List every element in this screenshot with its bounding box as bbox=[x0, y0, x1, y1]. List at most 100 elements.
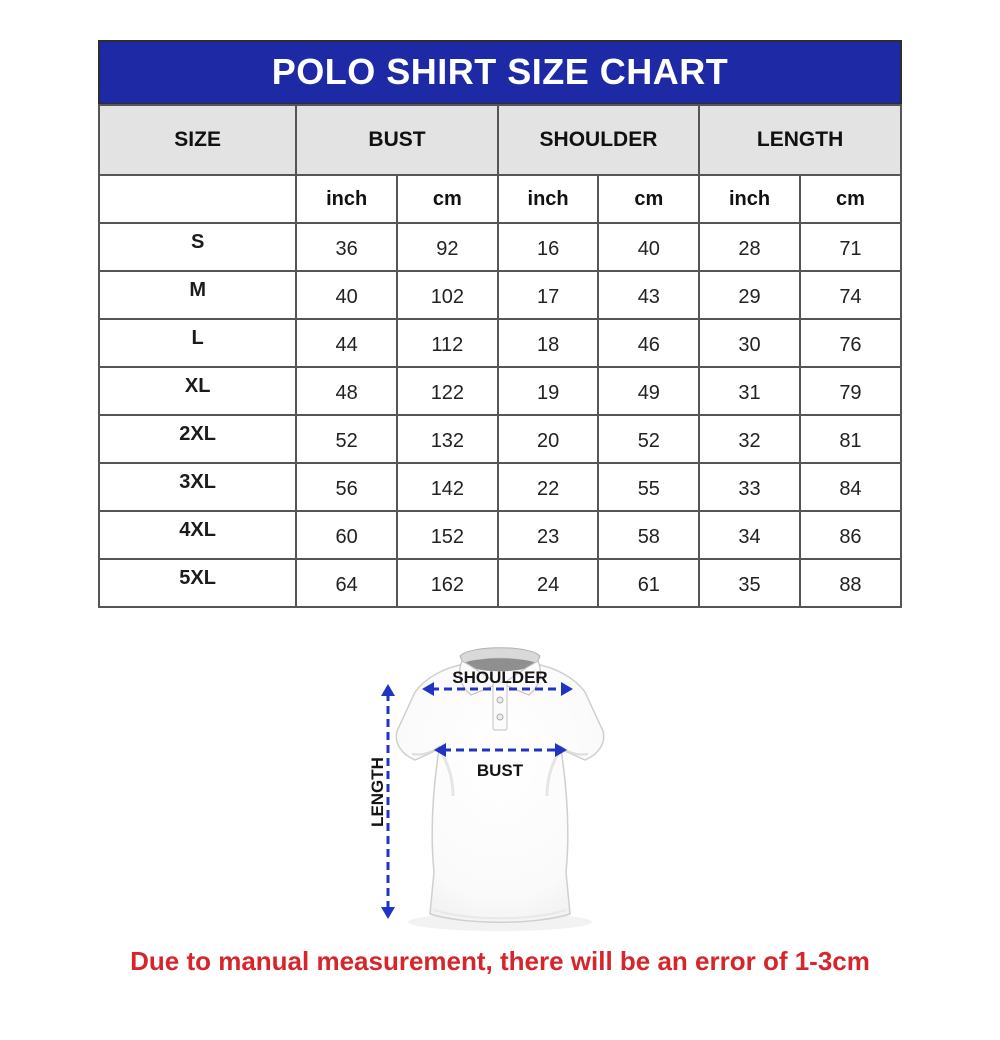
value-cell: 16 bbox=[496, 222, 600, 272]
size-cell: 2XL bbox=[97, 414, 298, 464]
shoulder-measurement: SHOULDER bbox=[422, 668, 573, 696]
value-cell: 48 bbox=[295, 366, 399, 416]
measurement-value: 52 bbox=[637, 429, 660, 452]
measurement-value: 30 bbox=[738, 333, 761, 356]
measurement-value: 86 bbox=[839, 525, 862, 548]
value-cell: 28 bbox=[698, 222, 801, 272]
value-cell: 55 bbox=[597, 462, 701, 512]
value-cell: 20 bbox=[496, 414, 600, 464]
value-cell: 86 bbox=[798, 510, 903, 560]
measurement-value: 76 bbox=[839, 333, 862, 356]
value-cell: 52 bbox=[295, 414, 399, 464]
placket bbox=[492, 681, 508, 731]
measurement-value: 56 bbox=[335, 477, 358, 500]
value-cell: 35 bbox=[698, 558, 801, 608]
value-cell: 112 bbox=[396, 318, 499, 368]
size-label: L bbox=[191, 326, 204, 349]
length-label: LENGTH bbox=[368, 757, 387, 827]
unit-header-cell: inch bbox=[698, 174, 801, 224]
bust-label: BUST bbox=[477, 761, 524, 780]
measurement-value: 24 bbox=[536, 573, 560, 596]
value-cell: 132 bbox=[396, 414, 499, 464]
size-cell: L bbox=[97, 318, 298, 368]
size-label: 2XL bbox=[179, 422, 216, 445]
value-cell: 29 bbox=[698, 270, 801, 320]
measurement-value: 18 bbox=[536, 333, 560, 356]
size-cell: XL bbox=[97, 366, 298, 416]
value-cell: 71 bbox=[798, 222, 903, 272]
size-rows: S 36 92 16 40 28 71 M 40 102 17 43 29 74 L 44 112 18 46 30 7… bbox=[97, 222, 903, 608]
measurement-value: 28 bbox=[738, 237, 761, 260]
size-cell: 4XL bbox=[97, 510, 298, 560]
value-cell: 40 bbox=[295, 270, 399, 320]
measurement-value: 142 bbox=[430, 477, 465, 500]
size-label: 5XL bbox=[179, 566, 216, 589]
measurement-value: 162 bbox=[430, 573, 465, 596]
measurement-value: 40 bbox=[335, 285, 358, 308]
table-row: L 44 112 18 46 30 76 bbox=[97, 318, 903, 368]
measurement-value: 35 bbox=[738, 573, 761, 596]
value-cell: 60 bbox=[295, 510, 399, 560]
bust-measurement: BUST bbox=[434, 743, 567, 780]
value-cell: 36 bbox=[295, 222, 399, 272]
measurement-value: 60 bbox=[335, 525, 358, 548]
button bbox=[496, 713, 504, 721]
measurement-value: 20 bbox=[536, 429, 560, 452]
chart-title-bar: POLO SHIRT SIZE CHART bbox=[98, 40, 902, 104]
value-cell: 81 bbox=[798, 414, 903, 464]
unit-header-cell: cm bbox=[798, 174, 903, 224]
measurement-figure: SHOULDER BUST LENGTH bbox=[350, 634, 650, 944]
measurement-value: 36 bbox=[335, 237, 358, 260]
size-cell: 3XL bbox=[97, 462, 298, 512]
value-cell: 22 bbox=[496, 462, 600, 512]
col-header-bust: BUST bbox=[295, 104, 499, 176]
size-label: M bbox=[189, 278, 206, 301]
value-cell: 44 bbox=[295, 318, 399, 368]
size-cell: 5XL bbox=[97, 558, 298, 608]
measurement-value: 71 bbox=[839, 237, 862, 260]
size-cell: S bbox=[97, 222, 298, 272]
measurement-value: 40 bbox=[637, 237, 660, 260]
size-label: S bbox=[190, 230, 205, 253]
measurement-value: 81 bbox=[839, 429, 862, 452]
size-chart-page: POLO SHIRT SIZE CHART SIZE BUST SHOULDER… bbox=[0, 40, 1000, 1040]
value-cell: 122 bbox=[396, 366, 499, 416]
value-cell: 58 bbox=[597, 510, 701, 560]
measurement-value: 79 bbox=[839, 381, 862, 404]
measurement-value: 22 bbox=[536, 477, 560, 500]
unit-header-cell: inch bbox=[295, 174, 399, 224]
measurement-value: 102 bbox=[430, 285, 465, 308]
value-cell: 88 bbox=[798, 558, 903, 608]
value-cell: 142 bbox=[396, 462, 499, 512]
table-row: M 40 102 17 43 29 74 bbox=[97, 270, 903, 320]
unit-header-cell: inch bbox=[496, 174, 600, 224]
measurement-value: 122 bbox=[430, 381, 465, 404]
value-cell: 162 bbox=[396, 558, 499, 608]
measurement-value: 49 bbox=[637, 381, 660, 404]
value-cell: 31 bbox=[698, 366, 801, 416]
measurement-value: 16 bbox=[536, 237, 560, 260]
polo-shirt bbox=[395, 647, 605, 923]
value-cell: 24 bbox=[496, 558, 600, 608]
value-cell: 102 bbox=[396, 270, 499, 320]
measurement-value: 31 bbox=[738, 381, 761, 404]
value-cell: 33 bbox=[698, 462, 801, 512]
value-cell: 17 bbox=[496, 270, 600, 320]
measurement-value: 84 bbox=[839, 477, 862, 500]
value-cell: 18 bbox=[496, 318, 600, 368]
unit-header-empty-cell bbox=[97, 174, 298, 224]
unit-header-cell: cm bbox=[396, 174, 499, 224]
polo-shirt-illustration: SHOULDER BUST LENGTH bbox=[368, 647, 605, 931]
measurement-value: 33 bbox=[738, 477, 761, 500]
table-row: XL 48 122 19 49 31 79 bbox=[97, 366, 903, 416]
size-chart: POLO SHIRT SIZE CHART SIZE BUST SHOULDER… bbox=[97, 40, 903, 608]
value-cell: 43 bbox=[597, 270, 701, 320]
size-label: 4XL bbox=[179, 518, 216, 541]
measurement-value: 61 bbox=[637, 573, 660, 596]
measurement-value: 74 bbox=[839, 285, 862, 308]
measurement-value: 32 bbox=[738, 429, 761, 452]
measurement-value: 152 bbox=[430, 525, 465, 548]
value-cell: 64 bbox=[295, 558, 399, 608]
value-cell: 46 bbox=[597, 318, 701, 368]
button bbox=[496, 696, 504, 704]
